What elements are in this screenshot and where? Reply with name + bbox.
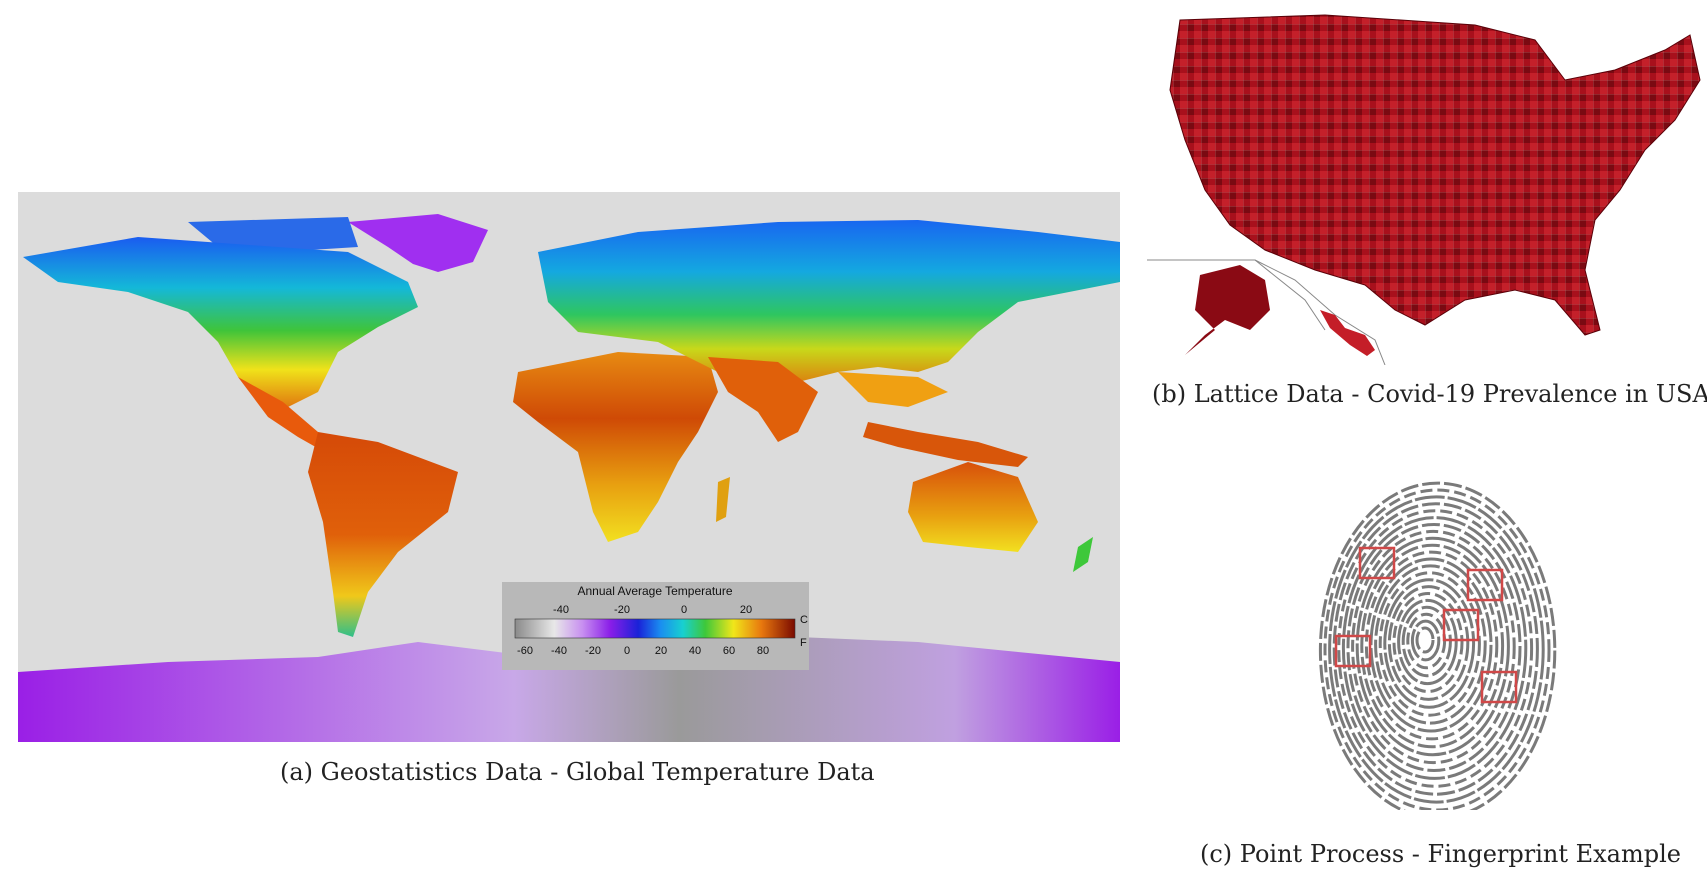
alaska-shape — [1185, 265, 1270, 355]
legend-fahrenheit-tick: -60 — [517, 645, 533, 657]
legend-fahrenheit-tick: -40 — [551, 645, 567, 657]
legend-color-bar — [514, 618, 796, 639]
fingerprint-ridge — [1401, 605, 1452, 678]
fingerprint-ridge — [1360, 543, 1505, 749]
fingerprint-highlight-box — [1358, 546, 1396, 580]
legend-celsius-unit: C — [800, 614, 808, 626]
legend-fahrenheit-tick: 60 — [723, 645, 735, 657]
greenland-shape — [348, 214, 488, 272]
legend-fahrenheit-tick: -20 — [585, 645, 601, 657]
africa-shape — [513, 352, 718, 542]
fingerprint-ridge — [1374, 564, 1487, 725]
south-america-shape — [308, 432, 458, 637]
fingerprint-image — [1300, 460, 1560, 810]
fingerprint-ridge — [1378, 571, 1481, 717]
legend-fahrenheit-tick: 20 — [655, 645, 667, 657]
antarctica-shape — [18, 637, 1120, 742]
fingerprint-highlight-box — [1480, 670, 1518, 704]
australia-shape — [908, 462, 1038, 552]
hawaii-shape — [1320, 310, 1375, 356]
fingerprint-ridge — [1351, 529, 1516, 765]
caption-c: (c) Point Process - Fingerprint Example — [1200, 840, 1681, 868]
caption-a: (a) Geostatistics Data - Global Temperat… — [280, 758, 875, 786]
fingerprint-ridge — [1341, 516, 1528, 780]
fingerprint-ridge — [1328, 495, 1545, 804]
fingerprint-ridge — [1383, 578, 1476, 709]
fingerprint-ridge — [1415, 626, 1435, 654]
usa-covid-map — [1145, 10, 1705, 365]
fingerprint-ridge — [1346, 523, 1522, 772]
legend-title: Annual Average Temperature — [578, 584, 733, 598]
eurasia-shape — [538, 220, 1120, 392]
north-america-shape — [23, 237, 418, 407]
fingerprint-ridge — [1392, 592, 1464, 693]
fingerprint-ridge — [1369, 557, 1493, 733]
fingerprint-highlight-box — [1442, 608, 1480, 642]
world-temperature-map: Annual Average Temperature -40 -20 0 20 -60… — [18, 192, 1120, 742]
fingerprint-ridge — [1318, 481, 1557, 810]
fingerprint-ridge — [1332, 502, 1539, 796]
contiguous-usa-shape — [1169, 14, 1701, 336]
fingerprint-ridge — [1355, 536, 1510, 757]
fingerprint-ridge — [1337, 509, 1534, 788]
fingerprint-highlight-box — [1466, 568, 1504, 602]
caption-b: (b) Lattice Data - Covid-19 Prevalence i… — [1152, 380, 1707, 408]
fingerprint-ridge — [1387, 585, 1470, 701]
fingerprint-highlight-box — [1334, 634, 1372, 668]
usa-map-graphic — [1147, 14, 1701, 365]
legend-celsius-tick: -40 — [553, 604, 569, 616]
fingerprint-ridge — [1364, 550, 1499, 741]
legend-fahrenheit-tick: 80 — [757, 645, 769, 657]
fingerprint-graphic — [1318, 481, 1557, 810]
fingerprint-ridge — [1410, 619, 1441, 662]
legend-celsius-tick: -20 — [614, 604, 630, 616]
legend-celsius-tick: 20 — [740, 604, 752, 616]
legend-fahrenheit-unit: F — [800, 637, 807, 649]
temperature-legend: Annual Average Temperature -40 -20 0 20 -60… — [502, 582, 809, 670]
world-map-graphic: Annual Average Temperature -40 -20 0 20 -60… — [18, 192, 1120, 742]
legend-celsius-tick: 0 — [681, 604, 687, 616]
fingerprint-ridge — [1397, 598, 1458, 686]
fingerprint-ridge — [1323, 488, 1551, 810]
legend-fahrenheit-tick: 0 — [624, 645, 630, 657]
legend-fahrenheit-tick: 40 — [689, 645, 701, 657]
